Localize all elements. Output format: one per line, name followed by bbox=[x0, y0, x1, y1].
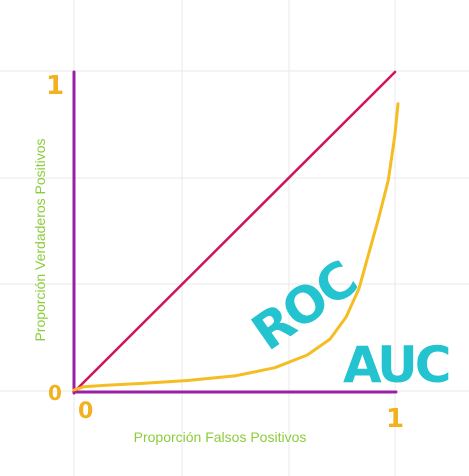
roc-curve bbox=[72, 102, 400, 392]
x-axis-title: Proporción Falsos Positivos bbox=[134, 429, 307, 445]
random-classifier-diagonal bbox=[72, 70, 397, 394]
y-axis-title: Proporción Verdaderos Positivos bbox=[32, 138, 48, 341]
y-tick-label-0: 0 bbox=[48, 381, 62, 405]
x-tick-label-0: 0 bbox=[78, 399, 93, 424]
x-tick-label-1: 1 bbox=[386, 404, 404, 434]
auc-annotation: AUC bbox=[343, 336, 449, 394]
y-tick-label-1: 1 bbox=[46, 71, 64, 101]
